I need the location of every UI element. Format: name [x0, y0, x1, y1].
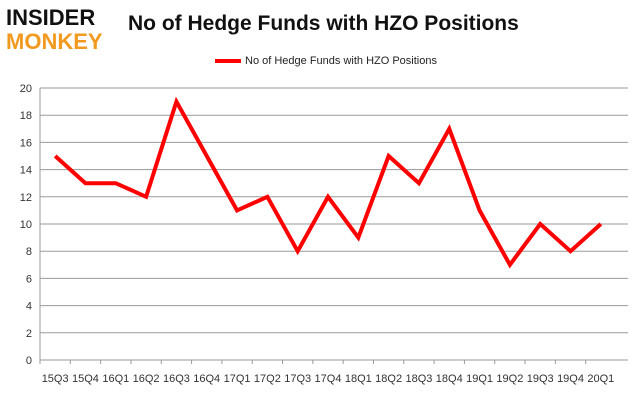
legend: No of Hedge Funds with HZO Positions [215, 55, 437, 67]
insider-monkey-logo: INSIDER MONKEY [6, 5, 103, 52]
y-tick-label: 8 [26, 246, 32, 258]
x-tick-label: 19Q3 [527, 373, 554, 385]
x-tick-label: 18Q1 [345, 373, 372, 385]
x-tick-label: 19Q4 [557, 373, 584, 385]
x-tick-label: 16Q2 [133, 373, 160, 385]
x-tick-label: 16Q3 [163, 373, 190, 385]
x-tick-label: 17Q1 [224, 373, 251, 385]
series-line [53, 96, 603, 269]
x-tick-label: 18Q2 [375, 373, 402, 385]
y-tick-label: 4 [26, 301, 32, 313]
chart-title: No of Hedge Funds with HZO Positions [128, 12, 519, 35]
y-tick-label: 16 [20, 137, 32, 149]
legend-swatch [215, 59, 241, 63]
x-tick-label: 20Q1 [587, 373, 614, 385]
x-tick-label: 18Q3 [405, 373, 432, 385]
y-tick-label: 18 [20, 110, 32, 122]
x-tick-label: 19Q1 [466, 373, 493, 385]
x-tick-label: 16Q1 [102, 373, 129, 385]
y-tick-label: 14 [20, 165, 32, 177]
legend-label: No of Hedge Funds with HZO Positions [245, 55, 437, 67]
x-tick-label: 19Q2 [496, 373, 523, 385]
x-tick-label: 17Q2 [254, 373, 281, 385]
y-tick-label: 20 [20, 83, 32, 95]
x-tick-label: 17Q3 [284, 373, 311, 385]
y-tick-label: 10 [20, 219, 32, 231]
y-tick-label: 0 [26, 355, 32, 367]
x-tick-label: 16Q4 [193, 373, 220, 385]
y-tick-label: 2 [26, 328, 32, 340]
y-tick-label: 12 [20, 192, 32, 204]
x-tick-label: 15Q3 [42, 373, 69, 385]
x-tick-label: 15Q4 [72, 373, 99, 385]
x-tick-label: 18Q4 [436, 373, 463, 385]
x-tick-label: 17Q4 [315, 373, 342, 385]
logo-line2: MONKEY [6, 29, 103, 52]
logo-line1: INSIDER [6, 5, 95, 30]
y-tick-label: 6 [26, 273, 32, 285]
